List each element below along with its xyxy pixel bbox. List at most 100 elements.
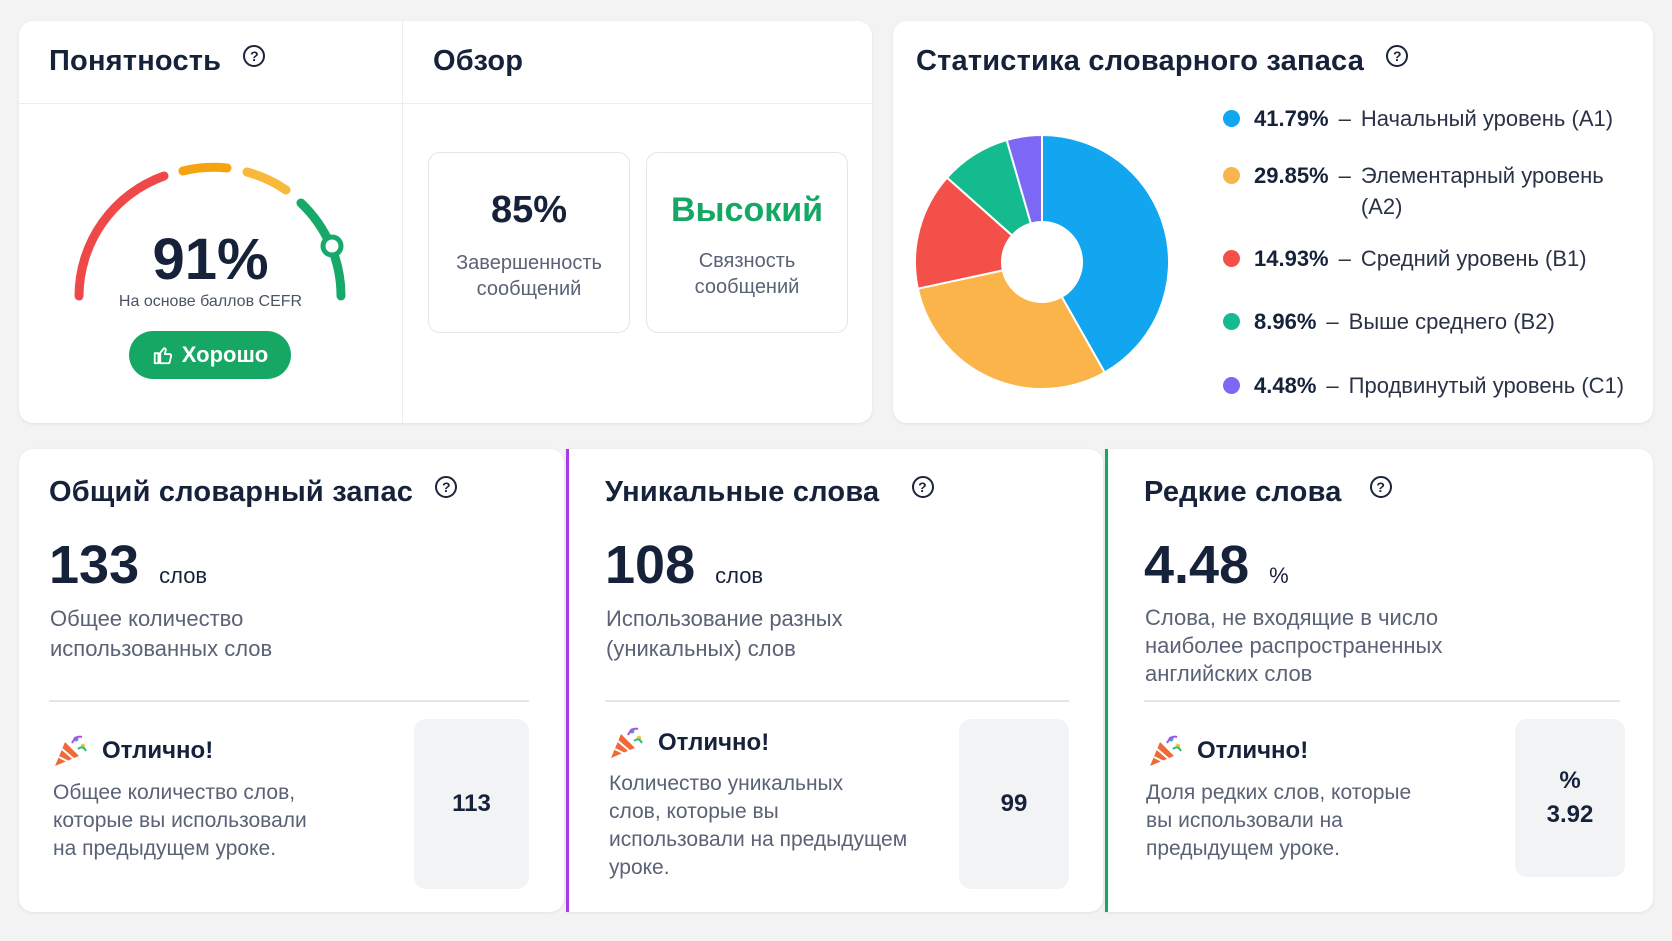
thumbs-up-icon: [153, 347, 172, 365]
card-divider-vertical: [402, 21, 403, 423]
help-icon[interactable]: ?: [1369, 476, 1392, 499]
gauge-segment-yellow: [242, 167, 291, 195]
unique-words-praise-desc: Количество уникальных слов, которые вы и…: [609, 770, 907, 882]
completeness-label-line2: сообщений: [476, 278, 582, 300]
gauge-segment-red: [74, 171, 169, 301]
legend-dash: –: [1338, 106, 1351, 131]
help-icon[interactable]: ?: [1386, 45, 1409, 68]
rare-words-title-row: Редкие слова ?: [1144, 476, 1392, 509]
legend-item-a2: 29.85% – Элементарный уровень (A2): [1223, 160, 1604, 222]
clarity-gauge: [74, 162, 346, 301]
unique-words-praise-title: Отлично!: [658, 729, 770, 756]
legend-label-b2: Выше среднего (B2): [1348, 309, 1555, 334]
stat-box-completeness: 85% Завершенность сообщений: [428, 152, 630, 333]
total-vocab-praise-desc: Общее количество слов, которые вы исполь…: [53, 779, 307, 863]
legend-label-a2: Элементарный уровень (A2): [1361, 160, 1604, 222]
legend-dash: –: [1326, 309, 1339, 334]
rare-words-praise: Отлично!: [1147, 733, 1308, 769]
unique-words-desc-line1: Использование разных: [606, 606, 843, 631]
legend-label-a2-line2: (A2): [1360, 194, 1403, 219]
vocab-stats-card: Статистика словарного запаса ? 41.79% – …: [893, 21, 1653, 423]
pie-slice-a2: [916, 269, 1107, 390]
legend-item-a1: 41.79% – Начальный уровень (A1): [1223, 103, 1613, 134]
legend-dot-b2: [1223, 313, 1240, 330]
praise-desc-line: Общее количество слов,: [53, 781, 296, 804]
legend-dot-a2: [1223, 167, 1240, 184]
rare-words-desc-line: английских слов: [1145, 661, 1313, 686]
pie-slice-b1: [914, 176, 1014, 290]
legend-dot-c1: [1223, 377, 1240, 394]
clarity-title-row: Понятность ?: [49, 45, 266, 78]
legend-item-b2: 8.96% – Выше среднего (B2): [1223, 306, 1555, 337]
legend-label-c1: Продвинутый уровень (C1): [1348, 373, 1625, 398]
unique-words-card: Уникальные слова ? 108 слов Использование…: [566, 449, 1103, 912]
completeness-label: Завершенность сообщений: [429, 250, 629, 302]
total-vocab-desc-line2: использованных слов: [50, 636, 273, 661]
praise-desc-line: Доля редких слов, которые: [1146, 781, 1412, 804]
vocab-pie-chart: [914, 134, 1170, 390]
vocab-stats-title: Статистика словарного запаса: [916, 45, 1365, 77]
unique-words-title-row: Уникальные слова ?: [605, 476, 934, 509]
legend-pct-a2: 29.85%: [1254, 163, 1329, 188]
unique-words-value-row: 108 слов: [605, 534, 763, 596]
rare-words-value: 4.48: [1144, 535, 1250, 595]
unique-words-value: 108: [605, 535, 696, 595]
rare-words-card: Редкие слова ? 4.48% Слова, не входящие …: [1105, 449, 1653, 912]
vocab-stats-title-row: Статистика словарного запаса ?: [916, 45, 1409, 78]
unique-words-praise: Отлично!: [608, 725, 769, 761]
coherence-label: Связность сообщений: [647, 248, 847, 300]
legend-dash: –: [1338, 163, 1351, 188]
rare-words-value-row: 4.48%: [1144, 534, 1289, 596]
rare-words-prev-box: % 3.92: [1515, 719, 1625, 877]
section-divider: [605, 700, 1069, 702]
rare-words-praise-desc: Доля редких слов, которые вы использовал…: [1146, 779, 1411, 863]
unique-words-title: Уникальные слова: [605, 476, 880, 508]
legend-dash: –: [1338, 246, 1351, 271]
praise-desc-line: слов, которые вы: [609, 800, 779, 823]
rare-words-praise-title: Отлично!: [1197, 737, 1309, 764]
party-popper-icon: [55, 735, 87, 766]
legend-label-a1: Начальный уровень (A1): [1360, 106, 1614, 131]
total-vocab-desc-line1: Общее количество: [50, 606, 244, 631]
section-divider: [49, 700, 529, 702]
legend-item-c1: 4.48% – Продвинутый уровень (C1): [1223, 370, 1624, 401]
praise-desc-line: вы использовали на: [1146, 809, 1343, 832]
praise-desc-line: уроке.: [609, 856, 670, 879]
rare-words-unit: %: [1269, 563, 1289, 588]
help-icon[interactable]: ?: [435, 476, 458, 499]
legend-pct-b1: 14.93%: [1254, 246, 1329, 271]
rare-words-desc: Слова, не входящие в число наиболее расп…: [1145, 604, 1442, 688]
help-icon[interactable]: ?: [243, 45, 266, 68]
total-vocab-prev-box: 113: [414, 719, 529, 889]
rare-words-prev-unit: %: [1559, 767, 1581, 794]
clarity-rating-badge: Хорошо: [129, 331, 291, 379]
completeness-value: 85%: [490, 189, 568, 231]
total-vocab-praise-title: Отлично!: [102, 737, 214, 764]
praise-desc-line: предыдущем уроке.: [1146, 837, 1340, 860]
completeness-label-line1: Завершенность: [456, 252, 602, 274]
total-vocab-value: 133: [49, 535, 140, 595]
coherence-label-line1: Связность: [698, 250, 796, 272]
clarity-value: 91%: [152, 227, 269, 292]
legend-dash: –: [1326, 373, 1339, 398]
help-icon[interactable]: ?: [911, 476, 934, 499]
rare-words-prev-value: 3.92: [1546, 801, 1594, 828]
rare-words-desc-line: наиболее распространенных: [1145, 633, 1443, 658]
rare-words-desc-line: Слова, не входящие в число: [1145, 605, 1439, 630]
praise-desc-line: на предыдущем уроке.: [53, 837, 277, 860]
total-vocab-card: Общий словарный запас ? 133 слов Общее ко…: [19, 449, 564, 912]
total-vocab-praise: Отлично!: [52, 733, 213, 769]
party-popper-icon: [1150, 735, 1182, 766]
clarity-caption: На основе баллов CEFR: [118, 293, 303, 310]
legend-dot-b1: [1223, 250, 1240, 267]
legend-label-a2-line1: Элементарный уровень: [1360, 163, 1604, 188]
total-vocab-unit: слов: [159, 563, 208, 588]
clarity-overview-card: Понятность ? 91% На основе баллов CEFR Х…: [19, 21, 872, 423]
unique-words-desc-line2: (уникальных) слов: [606, 636, 796, 661]
praise-desc-line: использовали на предыдущем: [609, 828, 908, 851]
unique-words-unit: слов: [715, 563, 764, 588]
clarity-badge-label: Хорошо: [181, 342, 269, 367]
praise-desc-line: которые вы использовали: [53, 809, 307, 832]
total-vocab-title-row: Общий словарный запас ?: [49, 476, 458, 509]
total-vocab-desc: Общее количество использованных слов: [50, 604, 272, 664]
